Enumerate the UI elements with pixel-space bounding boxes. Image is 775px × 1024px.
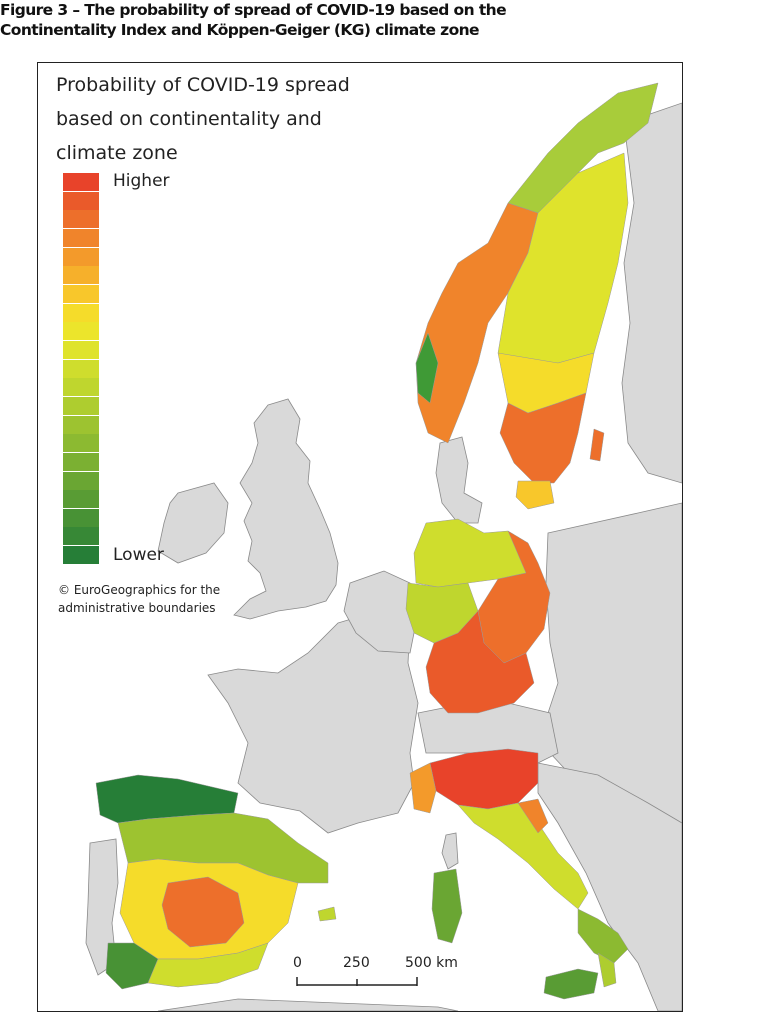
adriatic-coast <box>517 798 549 834</box>
scale-bar: 0 250 500 km <box>293 955 473 995</box>
map-frame: Probability of COVID-19 spread based on … <box>37 62 683 1012</box>
attribution-text: © EuroGeographics for the administrative… <box>58 581 258 617</box>
great-britain <box>233 398 339 620</box>
balearics <box>317 906 337 922</box>
legend-title-line1: Probability of COVID-19 spread <box>56 74 350 96</box>
figure-title: Figure 3 – The probability of spread of … <box>0 0 775 40</box>
legend-swatch <box>63 247 99 266</box>
legend-title: Probability of COVID-19 spread based on … <box>56 68 386 170</box>
skane <box>515 480 555 510</box>
germany-south <box>425 610 535 714</box>
calabria <box>597 952 617 988</box>
sicily <box>543 968 599 1000</box>
sweden-south <box>499 392 587 484</box>
italy <box>409 748 629 1000</box>
legend-swatch <box>63 415 99 434</box>
piedmont <box>409 762 437 814</box>
benelux <box>343 570 417 654</box>
legend-swatch <box>63 210 99 229</box>
legend-swatch <box>63 322 99 341</box>
legend-higher-label: Higher <box>113 171 170 191</box>
scale-bar-line <box>296 977 418 986</box>
germany <box>405 518 551 714</box>
legend-swatch <box>63 191 99 210</box>
legend-swatch <box>63 452 99 471</box>
legend-swatch <box>63 490 99 509</box>
scale-label-250: 250 <box>343 955 370 971</box>
europe-map <box>85 82 682 1011</box>
legend-swatch <box>63 508 99 527</box>
background-land <box>85 102 682 1011</box>
castilla-core <box>161 876 245 948</box>
norway-fjords <box>415 332 439 404</box>
denmark <box>435 436 483 524</box>
legend-swatch <box>63 378 99 397</box>
legend-title-line3: climate zone <box>56 142 178 164</box>
figure-title-line1: Figure 3 – The probability of spread of … <box>0 1 507 19</box>
legend-swatch <box>63 284 99 303</box>
attribution-line1: © EuroGeographics for the <box>58 583 221 597</box>
gotland <box>589 428 605 462</box>
legend-swatch <box>63 359 99 378</box>
legend-swatch <box>63 471 99 490</box>
north-africa <box>157 998 459 1011</box>
scale-label-500: 500 km <box>405 955 458 971</box>
andalusia-east <box>147 942 269 988</box>
scandinavia <box>415 82 659 510</box>
ireland <box>157 482 229 564</box>
balkans <box>537 762 682 1011</box>
legend-swatch <box>63 546 99 565</box>
legend-swatch <box>63 434 99 453</box>
italy-south <box>577 908 629 964</box>
italy-north <box>429 748 539 810</box>
finland <box>621 102 682 484</box>
legend-swatch <box>63 396 99 415</box>
scale-label-0: 0 <box>293 955 302 971</box>
legend-lower-label: Lower <box>113 545 164 565</box>
legend-title-line2: based on continentality and <box>56 108 322 130</box>
corsica <box>441 832 459 870</box>
spain <box>95 774 337 990</box>
legend-swatch <box>63 527 99 546</box>
legend-swatch <box>63 266 99 285</box>
legend-color-ramp <box>63 173 99 565</box>
sardinia <box>431 868 463 944</box>
figure-title-line2: Continentality Index and Köppen-Geiger (… <box>0 21 480 39</box>
legend-swatch <box>63 173 99 191</box>
norway-west-coast <box>415 202 539 444</box>
france <box>207 610 419 834</box>
attribution-line2: administrative boundaries <box>58 601 216 615</box>
legend-swatch <box>63 303 99 322</box>
legend-swatch <box>63 340 99 359</box>
legend-swatch <box>63 228 99 247</box>
